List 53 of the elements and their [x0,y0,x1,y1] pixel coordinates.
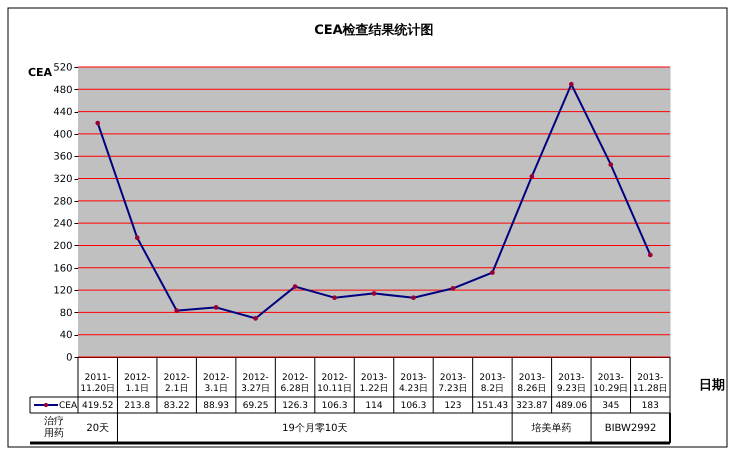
y-tick-label: 440 [53,107,72,118]
data-label: 489.06 [556,401,588,411]
y-tick-label: 360 [53,152,72,163]
data-label: 183 [642,401,659,411]
data-label: 123 [444,401,462,411]
text: 19个月零10天 [282,422,348,434]
chart-title: CEA检查结果统计图 [314,22,434,38]
data-label: 419.52 [82,401,114,411]
x-tick-label: 2012-3.1日 [203,373,230,394]
data-label: 88.93 [203,401,230,411]
data-label: 106.3 [322,401,348,411]
text: 培美单药 [530,422,572,434]
x-tick-label: 2011-11.20日 [80,373,116,394]
data-label: 114 [365,401,383,411]
data-label: 345 [602,401,620,411]
y-tick-label: 120 [53,286,72,297]
x-tick-label: 2013-1.22日 [359,373,389,394]
x-tick-label: 2012-3.27日 [241,373,270,394]
x-tick-label: 2013-9.23日 [556,373,586,394]
y-axis-title: CEA [28,66,53,79]
x-tick-label: 2012-1.1日 [124,373,150,394]
y-tick-label: 280 [53,196,72,208]
x-tick-label: 2013-8.26日 [517,373,546,394]
y-tick-label: 160 [53,263,72,274]
y-tick-label: 320 [53,174,72,186]
data-label: 106.3 [400,401,426,411]
x-tick-label: 2012-2.1日 [164,373,190,394]
text: 治疗用药 [44,415,64,439]
x-tick-label: 2013-7.23日 [438,373,468,394]
data-label: 83.22 [164,401,190,411]
x-axis-title: 日期 [699,378,725,393]
x-tick-label: 2012-6.28日 [280,373,310,394]
x-tick-label: 2013-11.28日 [632,373,668,394]
data-label: 323.87 [516,401,548,411]
y-tick-label: 400 [53,129,72,140]
data-label: 151.43 [476,401,508,411]
y-tick-label: 520 [53,62,72,74]
y-tick-label: 80 [60,308,72,319]
x-tick-label: 2013-8.2日 [479,373,506,394]
x-tick-label: 2013-4.23日 [398,373,428,394]
y-tick-label: 240 [53,218,72,230]
data-label: 213.8 [124,401,150,411]
y-tick-label: 40 [60,330,72,342]
x-tick-label: 2013-10.29日 [593,373,628,394]
data-label: 69.25 [242,401,268,411]
text: 20天 [86,423,110,434]
data-label: 126.3 [282,401,308,411]
y-tick-label: 480 [53,84,72,96]
x-tick-label: 2012-10.11日 [317,373,352,394]
y-tick-label: 200 [53,240,72,252]
y-tick-label: 0 [66,352,72,364]
text: BIBW2992 [604,423,656,434]
legend-label: CEA [59,401,78,411]
